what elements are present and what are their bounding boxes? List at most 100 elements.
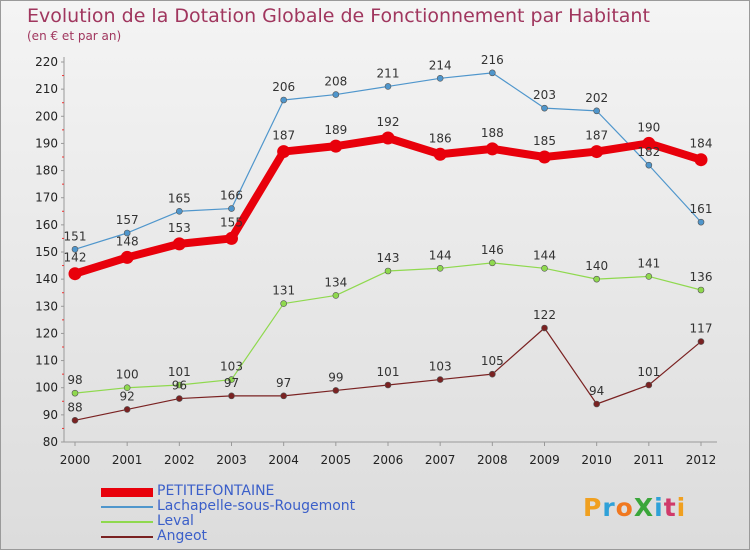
data-label: 165 — [168, 191, 191, 205]
data-point — [645, 381, 653, 389]
x-tick-label: 2002 — [164, 453, 195, 467]
logo-letter: i — [676, 493, 687, 522]
data-label: 131 — [272, 284, 295, 298]
data-point — [225, 231, 238, 245]
data-point — [485, 142, 499, 156]
data-point — [332, 387, 340, 394]
x-tick-label: 2009 — [529, 453, 560, 467]
data-label: 101 — [637, 365, 660, 379]
data-label: 216 — [481, 53, 504, 67]
data-point — [277, 145, 291, 159]
data-label: 188 — [481, 126, 504, 140]
data-label: 140 — [585, 259, 608, 273]
y-tick-label: 150 — [35, 245, 58, 259]
data-label: 161 — [690, 202, 713, 216]
data-label: 100 — [116, 368, 139, 382]
legend-swatch — [101, 506, 153, 508]
x-tick-label: 2001 — [112, 453, 143, 467]
data-label: 153 — [168, 221, 191, 235]
data-label: 192 — [377, 115, 400, 129]
data-point — [489, 259, 496, 267]
data-label: 103 — [429, 360, 452, 374]
legend-label: Angeot — [157, 528, 208, 544]
data-point — [697, 218, 705, 226]
data-point — [123, 229, 131, 237]
data-label: 98 — [67, 373, 82, 387]
y-tick-label: 130 — [35, 299, 58, 313]
data-label: 143 — [377, 251, 400, 265]
data-label: 144 — [429, 248, 452, 262]
data-point — [123, 406, 131, 413]
data-point — [228, 392, 235, 400]
data-point — [176, 381, 183, 389]
logo-letter: t — [663, 493, 677, 522]
x-tick-label: 2012 — [686, 453, 717, 467]
data-label: 189 — [324, 123, 347, 137]
data-label: 101 — [377, 365, 400, 379]
data-label: 117 — [690, 322, 713, 336]
legend-label: PETITEFONTAINE — [157, 483, 275, 499]
y-tick-label: 210 — [35, 82, 58, 96]
data-label: 97 — [276, 376, 291, 390]
data-label: 186 — [429, 131, 452, 145]
data-point — [697, 338, 705, 345]
data-label: 185 — [533, 134, 556, 148]
data-point — [384, 381, 392, 389]
data-point — [433, 147, 447, 161]
data-label: 144 — [533, 248, 556, 262]
data-label: 134 — [324, 275, 347, 289]
data-point — [172, 237, 186, 251]
y-tick-label: 100 — [35, 381, 58, 395]
y-tick-label: 90 — [43, 408, 58, 422]
data-label: 211 — [377, 66, 400, 80]
data-point — [68, 267, 82, 281]
x-tick-label: 2006 — [373, 453, 404, 467]
data-label: 146 — [481, 243, 504, 257]
data-label: 202 — [585, 91, 608, 105]
data-label: 208 — [324, 75, 347, 89]
y-tick-label: 160 — [35, 218, 58, 232]
data-label: 151 — [64, 229, 87, 243]
logo-letter: r — [602, 493, 616, 522]
data-label: 157 — [116, 213, 139, 227]
logo-letter: o — [615, 493, 634, 522]
data-point — [123, 384, 131, 392]
data-label: 92 — [120, 389, 135, 403]
data-label: 142 — [64, 251, 87, 265]
logo-letter: i — [654, 493, 664, 522]
x-tick-label: 2008 — [477, 453, 508, 467]
data-label: 190 — [637, 120, 660, 134]
data-label: 136 — [690, 270, 713, 284]
data-label: 103 — [220, 360, 243, 374]
data-label: 88 — [67, 400, 82, 414]
data-point — [329, 139, 343, 153]
data-point — [176, 395, 183, 402]
x-tick-label: 2005 — [321, 453, 352, 467]
chart-title: Evolution de la Dotation Globale de Fonc… — [27, 5, 650, 27]
data-point — [280, 300, 287, 307]
legend-swatch — [101, 536, 153, 538]
logo-letter: P — [583, 493, 603, 522]
y-tick-label: 200 — [35, 109, 58, 123]
y-tick-label: 180 — [35, 164, 58, 178]
proxiti-logo: ProXiti — [583, 493, 686, 522]
data-label: 214 — [429, 58, 452, 72]
data-point — [489, 370, 496, 378]
y-tick-label: 110 — [35, 354, 58, 368]
data-point — [645, 273, 653, 280]
data-point — [71, 245, 79, 253]
logo-letter: X — [633, 493, 655, 522]
x-tick-label: 2000 — [60, 453, 91, 467]
data-point — [593, 275, 600, 283]
data-point — [228, 205, 235, 212]
x-tick-label: 2003 — [216, 453, 247, 467]
data-label: 105 — [481, 354, 504, 368]
data-label: 148 — [116, 234, 139, 248]
legend-swatch — [101, 521, 153, 523]
y-tick-label: 190 — [35, 136, 58, 150]
data-label: 182 — [637, 145, 660, 159]
data-point — [436, 264, 444, 272]
data-point — [381, 131, 395, 145]
data-point — [71, 416, 79, 424]
